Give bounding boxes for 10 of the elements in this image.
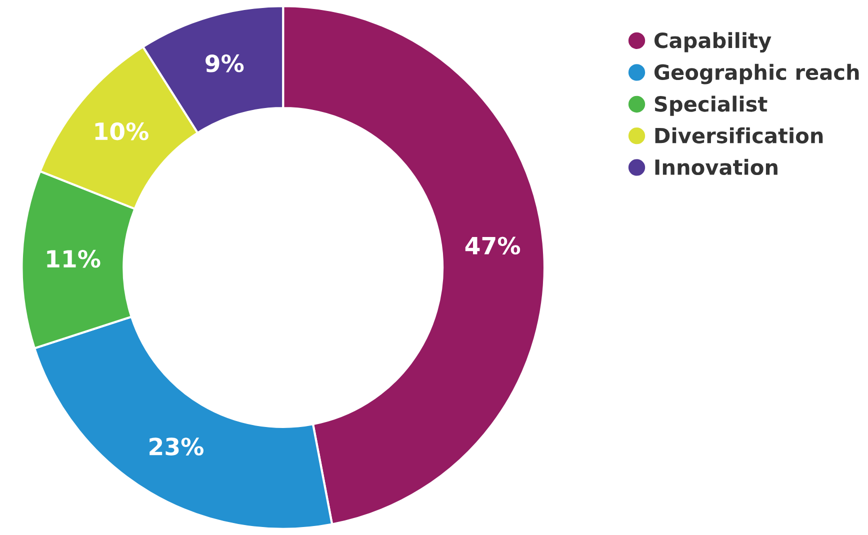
legend-label: Specialist (654, 96, 768, 116)
legend-label: Geographic reach (654, 64, 859, 84)
legend-label: Innovation (655, 158, 778, 176)
legend-label: Capability (654, 32, 772, 52)
legend-label: Diversification (655, 127, 823, 144)
data-label: 47% (465, 236, 520, 255)
data-label: 23% (150, 438, 204, 456)
data-label: 11% (47, 250, 100, 268)
data-label: 10% (95, 122, 148, 140)
data-label: 9% (206, 54, 244, 72)
